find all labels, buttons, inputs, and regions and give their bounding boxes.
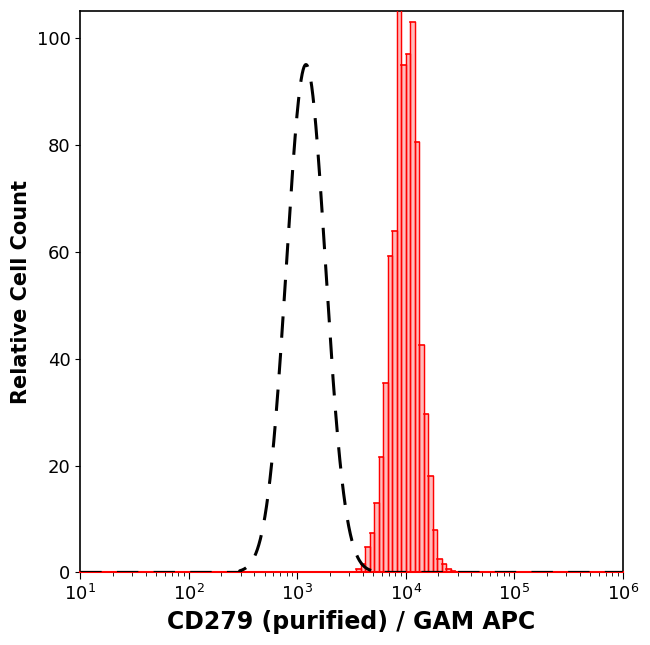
Y-axis label: Relative Cell Count: Relative Cell Count bbox=[11, 180, 31, 404]
X-axis label: CD279 (purified) / GAM APC: CD279 (purified) / GAM APC bbox=[168, 610, 536, 634]
